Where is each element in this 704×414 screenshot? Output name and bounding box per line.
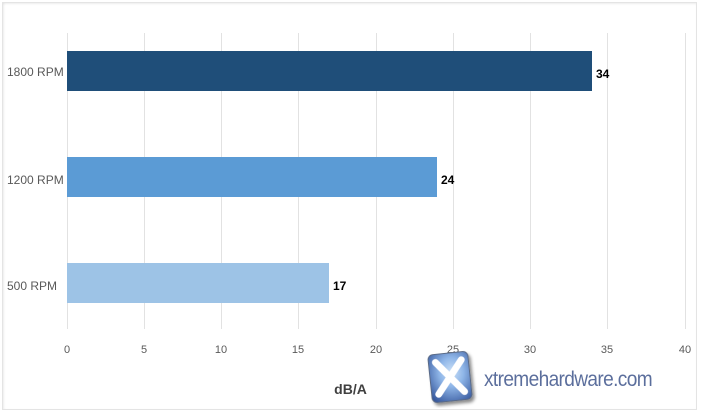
svg-text:xtremehardware.com: xtremehardware.com (484, 368, 652, 391)
